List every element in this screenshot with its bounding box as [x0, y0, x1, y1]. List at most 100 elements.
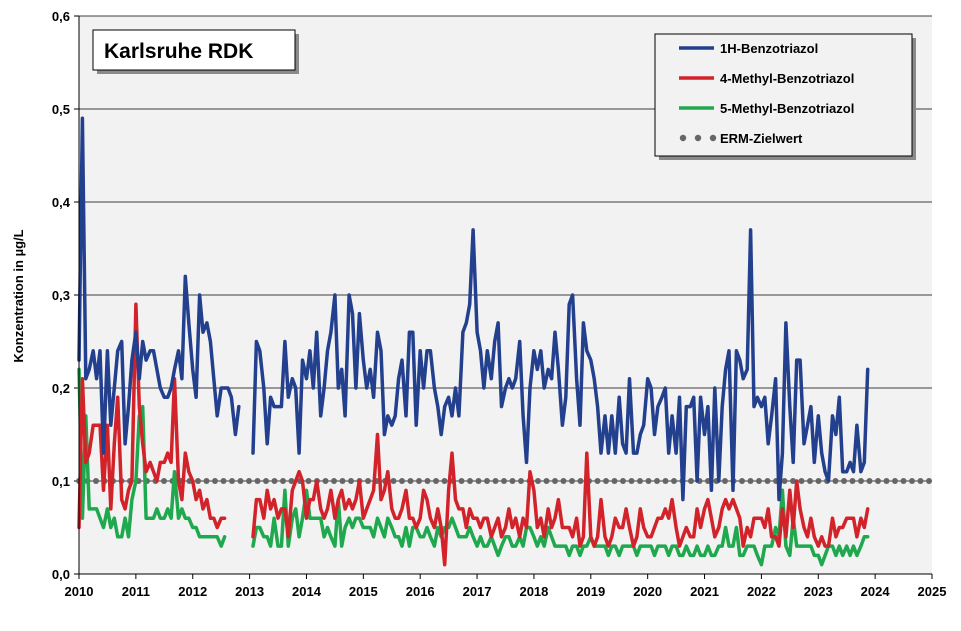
erm-zielwert-dot: [841, 478, 847, 484]
erm-zielwert-dot: [433, 478, 439, 484]
x-tick-label: 2025: [918, 584, 947, 599]
erm-zielwert-dot: [254, 478, 261, 484]
erm-zielwert-dot: [815, 478, 822, 484]
series-lines: [76, 116, 932, 567]
erm-zielwert-dot: [747, 478, 754, 484]
erm-zielwert-dot: [492, 478, 499, 484]
x-tick-label: 2011: [122, 584, 150, 599]
erm-zielwert-dot: [807, 478, 813, 484]
x-tick-label: 2021: [690, 584, 719, 599]
erm-zielwert-dot: [280, 478, 286, 484]
erm-zielwert-dot: [501, 478, 507, 484]
erm-zielwert-dot: [237, 478, 244, 484]
erm-zielwert-dot: [552, 478, 558, 484]
erm-zielwert-dot: [407, 478, 414, 484]
erm-zielwert-dot: [637, 478, 643, 484]
erm-zielwert-dot: [390, 478, 397, 484]
y-tick-label: 0,5: [52, 102, 70, 117]
x-tick-label: 2014: [292, 584, 322, 599]
erm-zielwert-dot: [509, 478, 516, 484]
erm-zielwert-dot: [569, 478, 575, 484]
erm-zielwert-dot: [195, 478, 201, 484]
y-tick-label: 0,6: [52, 9, 70, 24]
legend-label: 1H-Benzotriazol: [720, 41, 818, 56]
x-axis-ticks: 2010 2011 2012 2013 2014 2015 2016 2017 2018 2019…: [65, 574, 947, 599]
series-line-5-methyl-benzotriazol: [77, 367, 870, 567]
title-box: Karlsruhe RDK: [92, 29, 299, 74]
y-tick-label: 0,0: [52, 567, 70, 582]
x-tick-label: 2020: [633, 584, 662, 599]
erm-zielwert-dot: [577, 478, 584, 484]
erm-zielwert-dot: [645, 478, 652, 484]
erm-zielwert-dot: [790, 478, 796, 484]
x-tick-label: 2013: [235, 584, 264, 599]
x-tick-label: 2016: [406, 584, 435, 599]
erm-zielwert-dot: [764, 478, 771, 484]
erm-zielwert-dot: [322, 478, 329, 484]
legend-label: 5-Methyl-Benzotriazol: [720, 101, 854, 116]
erm-zielwert-dot: [603, 478, 609, 484]
erm-zielwert-dot: [781, 478, 788, 484]
erm-zielwert-dot: [458, 478, 465, 484]
chart-title: Karlsruhe RDK: [104, 40, 253, 63]
erm-zielwert-dot: [212, 478, 218, 484]
erm-zielwert-dot: [620, 478, 626, 484]
legend-label: ERM-Zielwert: [720, 131, 803, 146]
erm-zielwert-dot: [926, 478, 932, 484]
erm-zielwert-dot: [484, 478, 490, 484]
erm-zielwert-dot: [560, 478, 567, 484]
erm-zielwert-dot: [722, 478, 728, 484]
erm-zielwert-dot: [518, 478, 524, 484]
erm-zielwert-dot: [467, 478, 473, 484]
erm-zielwert-dot: [535, 478, 541, 484]
y-axis-ticks: 0,0 0,1 0,2 0,3 0,4 0,5 0,6: [52, 9, 79, 582]
erm-zielwert-dot: [161, 478, 167, 484]
x-tick-label: 2018: [519, 584, 548, 599]
erm-zielwert-dot: [543, 478, 550, 484]
erm-zielwert-dot: [339, 478, 346, 484]
erm-zielwert-dot: [424, 478, 431, 484]
x-tick-label: 2022: [747, 584, 776, 599]
erm-zielwert-dot: [93, 478, 99, 484]
erm-zielwert-dot: [220, 478, 227, 484]
erm-zielwert-dot: [229, 478, 235, 484]
erm-zielwert-dot: [892, 478, 898, 484]
erm-zielwert-dot: [271, 478, 278, 484]
erm-zielwert-dot: [441, 478, 448, 484]
erm-zielwert-dot: [798, 478, 805, 484]
erm-zielwert-dot: [849, 478, 856, 484]
erm-zielwert-dot: [917, 478, 924, 484]
erm-zielwert-dot: [671, 478, 677, 484]
erm-zielwert-dot: [688, 478, 694, 484]
erm-zielwert-dot: [858, 478, 864, 484]
x-tick-label: 2017: [463, 584, 492, 599]
series-line-1h-benzotriazol: [77, 116, 870, 502]
erm-zielwert-dot: [263, 478, 269, 484]
y-tick-label: 0,3: [52, 288, 70, 303]
erm-zielwert-dot: [594, 478, 601, 484]
erm-zielwert-dot: [875, 478, 881, 484]
erm-zielwert-dot: [662, 478, 669, 484]
x-tick-label: 2023: [804, 584, 833, 599]
y-tick-label: 0,1: [52, 474, 70, 489]
erm-zielwert-dot: [365, 478, 371, 484]
legend-dot: [679, 134, 687, 142]
erm-zielwert-dot: [416, 478, 422, 484]
y-tick-label: 0,4: [52, 195, 71, 210]
legend: 1H-Benzotriazol 4-Methyl-Benzotriazol 5-Me…: [654, 33, 916, 160]
erm-zielwert-dot: [628, 478, 635, 484]
erm-zielwert-dot: [475, 478, 482, 484]
erm-zielwert-dot: [756, 478, 762, 484]
erm-zielwert-dot: [288, 478, 295, 484]
x-tick-label: 2024: [861, 584, 891, 599]
legend-label: 4-Methyl-Benzotriazol: [720, 71, 854, 86]
erm-zielwert-dot: [909, 478, 915, 484]
erm-zielwert-dot: [900, 478, 907, 484]
legend-dot: [709, 134, 717, 142]
erm-zielwert-dot: [348, 478, 354, 484]
x-tick-label: 2015: [349, 584, 378, 599]
erm-zielwert-dot: [832, 478, 839, 484]
erm-zielwert-dot: [203, 478, 210, 484]
series-line-4-methyl-benzotriazol: [77, 302, 870, 567]
